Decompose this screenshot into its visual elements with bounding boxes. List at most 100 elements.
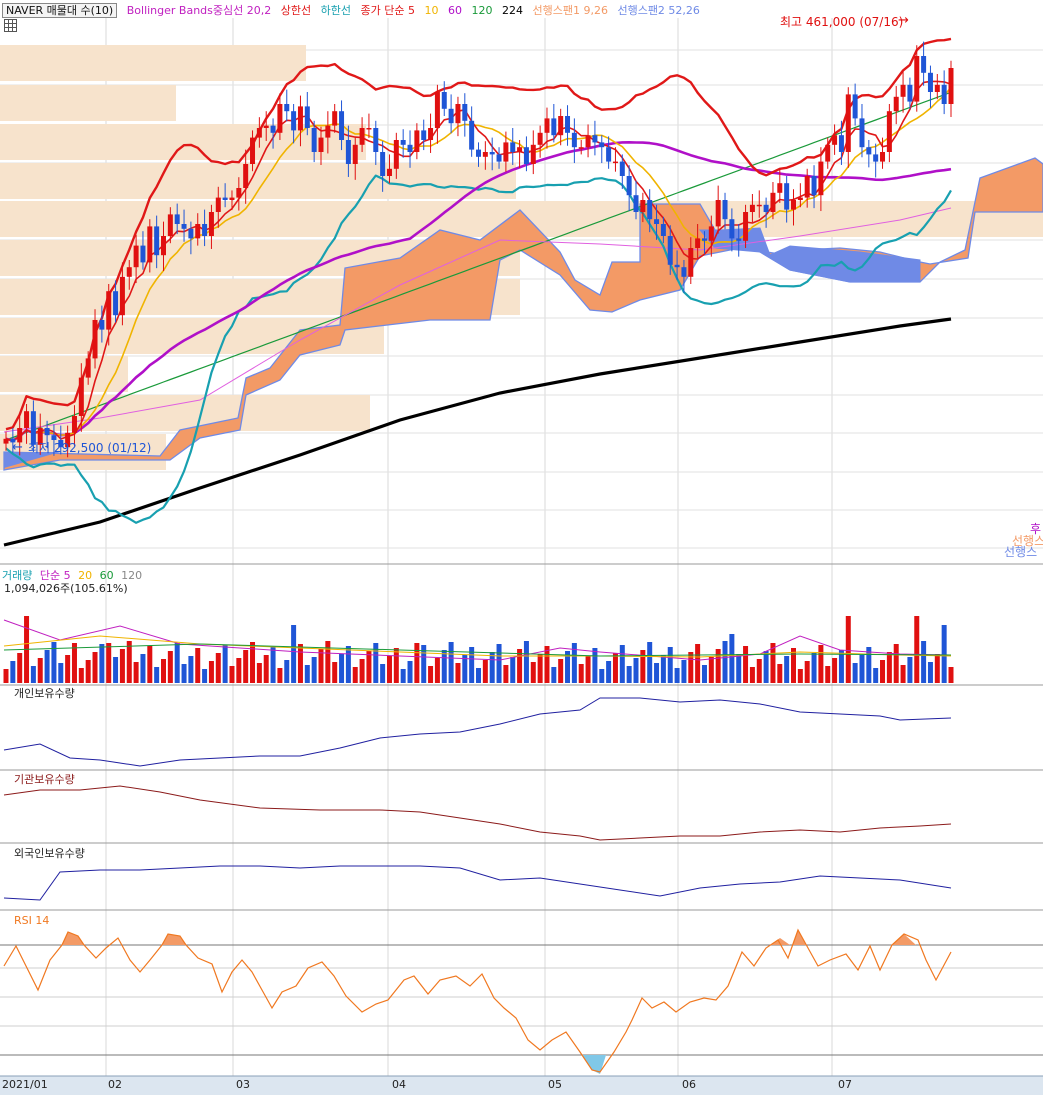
volume-bar xyxy=(78,668,84,683)
volume-bar xyxy=(318,649,324,683)
x-tick-jul: 07 xyxy=(838,1078,852,1091)
candle-body xyxy=(619,161,625,176)
volume-bar xyxy=(791,648,796,683)
volume-bar xyxy=(811,653,817,683)
ma224-line xyxy=(3,317,952,547)
volume-ma20: 20 xyxy=(78,569,93,582)
volume-bar xyxy=(749,667,755,683)
candle-body xyxy=(558,116,564,136)
volume-bar xyxy=(859,655,865,683)
candle-body xyxy=(469,120,475,150)
volume-bar xyxy=(462,655,468,683)
volume-bar xyxy=(434,658,440,683)
volume-bar xyxy=(606,661,612,683)
volume-bar xyxy=(37,658,43,683)
volume-bars xyxy=(3,616,954,683)
candle-body xyxy=(318,137,324,152)
volume-bar xyxy=(44,650,50,683)
grid-icon[interactable] xyxy=(4,19,17,32)
candle-body xyxy=(770,192,776,212)
candle-body xyxy=(421,130,427,140)
rsi-overbought-1 xyxy=(62,932,84,945)
candle-body xyxy=(791,200,796,210)
symbol-selector[interactable]: NAVER 매물대 수(10) xyxy=(2,3,118,18)
candle-body xyxy=(592,135,598,143)
candle-body xyxy=(914,56,920,102)
candle-body xyxy=(681,267,687,277)
candle-body xyxy=(215,197,221,212)
volume-bar xyxy=(119,649,125,683)
span-line xyxy=(3,207,952,433)
rsi-oversold xyxy=(582,1055,606,1074)
profile-band-3 xyxy=(0,163,516,199)
ma224-label: 224 xyxy=(501,4,523,17)
candle-body xyxy=(818,161,824,196)
volume-bar xyxy=(71,643,77,683)
volume-bar xyxy=(133,662,139,683)
candle-body xyxy=(44,428,50,436)
candle-body xyxy=(941,84,947,104)
candle-body xyxy=(749,204,755,212)
candle-body xyxy=(934,84,940,92)
candle-body xyxy=(99,320,105,330)
candle-body xyxy=(311,128,317,152)
candle-body xyxy=(448,108,454,124)
individual-line xyxy=(3,697,952,767)
volume-bar xyxy=(708,657,714,683)
candle-body xyxy=(332,111,338,126)
volume-bar xyxy=(647,642,653,683)
volume-bar xyxy=(510,657,516,683)
rsi-overbought-3 xyxy=(770,938,790,945)
volume-bar xyxy=(489,652,495,683)
volume-bar xyxy=(208,661,214,683)
candle-body xyxy=(202,224,208,236)
candle-body xyxy=(633,195,639,212)
candle-body xyxy=(24,411,30,428)
candle-body xyxy=(907,84,913,102)
candle-body xyxy=(612,161,618,164)
volume-bar xyxy=(188,656,194,683)
candle-body xyxy=(393,140,399,169)
candle-body xyxy=(352,144,358,164)
volume-bar xyxy=(380,664,386,683)
volume-value: 1,094,026주(105.61%) xyxy=(4,582,128,595)
volume-bar xyxy=(838,650,844,683)
sub-indicators xyxy=(3,697,952,901)
volume-bar xyxy=(654,663,660,683)
candle-body xyxy=(537,132,543,145)
candle-body xyxy=(489,152,495,155)
candle-body xyxy=(510,142,516,152)
volume-bar xyxy=(530,662,536,683)
volume-bar xyxy=(503,665,509,683)
volume-bar xyxy=(345,646,351,683)
volume-bar xyxy=(215,653,221,683)
volume-ma5: 단순 5 xyxy=(39,569,71,582)
candle-body xyxy=(236,188,242,198)
candle-body xyxy=(161,236,166,256)
volume-bar xyxy=(701,665,707,683)
volume-bar xyxy=(428,666,434,683)
x-tick-jan: 2021/01 xyxy=(2,1078,48,1091)
x-tick-jun: 06 xyxy=(682,1078,696,1091)
legend-cut-2: 선행스 xyxy=(1012,534,1043,548)
candle-body xyxy=(243,164,249,188)
candle-body xyxy=(386,168,392,176)
volume-bar xyxy=(65,655,71,683)
candle-body xyxy=(400,140,406,145)
rsi-label: RSI 14 xyxy=(14,914,50,927)
volume-bar xyxy=(297,644,303,683)
chart-header: NAVER 매물대 수(10) Bollinger Bands중심선 20,2 … xyxy=(2,2,706,18)
volume-bar xyxy=(243,650,249,683)
volume-bar xyxy=(907,657,913,683)
ma60-line xyxy=(5,141,952,442)
candle-body xyxy=(297,106,303,131)
candle-body xyxy=(777,183,783,193)
candle-body xyxy=(277,104,283,133)
candle-body xyxy=(859,118,865,148)
volume-bar xyxy=(147,646,153,683)
volume-bar xyxy=(126,641,132,683)
candle-body xyxy=(10,438,16,443)
candle-body xyxy=(797,197,803,200)
volume-bar xyxy=(921,641,927,683)
candle-body xyxy=(154,226,160,256)
